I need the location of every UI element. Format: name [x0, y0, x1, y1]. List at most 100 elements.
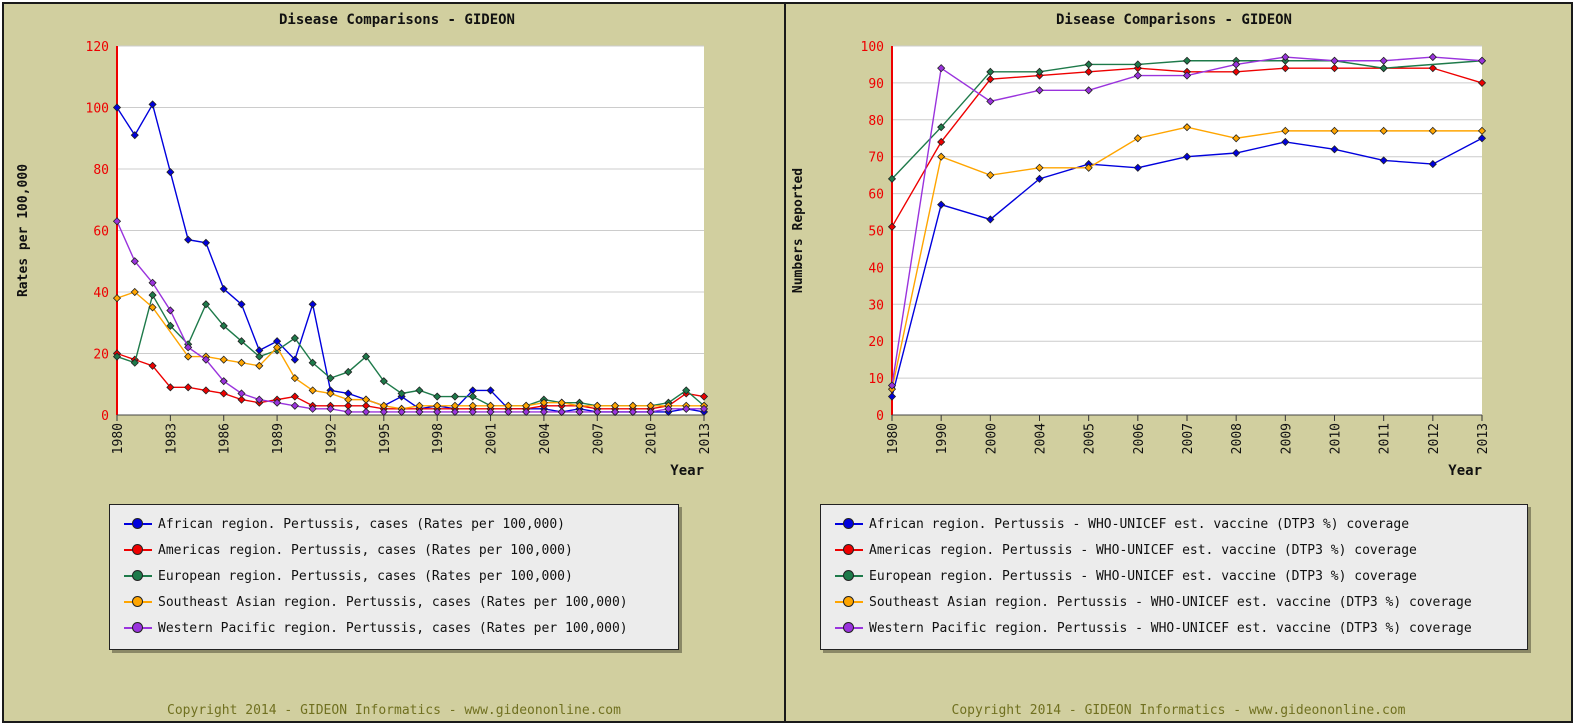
- data-point: [201, 300, 211, 309]
- y-tick-label: 10: [868, 372, 884, 387]
- data-point: [1428, 53, 1437, 62]
- legend-label: Southeast Asian region. Pertussis, cases…: [158, 594, 628, 610]
- data-point: [273, 343, 282, 352]
- legend-item: European region. Pertussis, cases (Rates…: [110, 563, 678, 589]
- right-chart-legend: African region. Pertussis - WHO-UNICEF e…: [820, 504, 1528, 650]
- y-tick-label: 50: [868, 225, 884, 240]
- data-point: [1379, 64, 1388, 73]
- data-point: [201, 355, 211, 364]
- legend-marker: [124, 517, 152, 531]
- x-tick-label: 2013: [698, 423, 713, 454]
- data-point: [184, 343, 193, 352]
- data-point: [237, 300, 246, 309]
- series-3: [112, 287, 709, 413]
- data-point: [1477, 126, 1487, 135]
- series-line: [891, 60, 1483, 180]
- data-point: [130, 257, 139, 266]
- x-tick-label: 2012: [1427, 423, 1442, 454]
- x-tick-label: 2000: [984, 423, 999, 454]
- data-point: [1035, 163, 1044, 172]
- data-point: [361, 407, 371, 416]
- x-axis-label: Year: [670, 463, 704, 479]
- data-point: [344, 407, 353, 416]
- legend-item: African region. Pertussis, cases (Rates …: [110, 511, 678, 537]
- data-point: [148, 100, 157, 109]
- data-point: [468, 392, 477, 401]
- data-point: [504, 407, 513, 416]
- data-point: [166, 168, 175, 177]
- data-point: [646, 407, 655, 416]
- data-point: [326, 374, 335, 383]
- y-axis-label: Numbers Reported: [791, 168, 806, 293]
- y-tick-label: 100: [86, 102, 109, 117]
- data-point: [1428, 64, 1437, 73]
- data-point: [699, 404, 709, 413]
- data-point: [682, 386, 691, 395]
- data-point: [344, 367, 353, 377]
- left-chart: Disease Comparisons - GIDEON 0 20 40 60 80 100…: [16, 12, 713, 479]
- y-tick-label: 40: [93, 286, 109, 301]
- y-tick-label: 100: [861, 40, 884, 55]
- legend-label: Western Pacific region. Pertussis - WHO-…: [869, 620, 1472, 636]
- legend-label: Americas region. Pertussis - WHO-UNICEF …: [869, 542, 1417, 558]
- data-point: [1133, 134, 1142, 143]
- y-tick-label: 20: [868, 335, 884, 350]
- legend-label: African region. Pertussis - WHO-UNICEF e…: [869, 516, 1410, 532]
- left-copyright: Copyright 2014 - GIDEON Informatics - ww…: [167, 703, 621, 718]
- x-tick-label: 1992: [324, 423, 339, 454]
- data-point: [1379, 156, 1388, 165]
- data-point: [1232, 67, 1241, 76]
- data-point: [201, 238, 211, 247]
- x-tick-label: 2011: [1378, 423, 1393, 454]
- legend-marker: [835, 621, 863, 635]
- x-tick-label: 2006: [1132, 423, 1147, 454]
- data-point: [450, 407, 460, 416]
- data-point: [1330, 64, 1339, 73]
- data-point: [986, 171, 995, 180]
- y-axis-label: Rates per 100,000: [16, 164, 31, 297]
- y-tick-label: 20: [93, 348, 109, 363]
- x-tick-label: 2001: [485, 423, 500, 454]
- legend-label: Americas region. Pertussis, cases (Rates…: [158, 542, 573, 558]
- legend-label: European region. Pertussis, cases (Rates…: [158, 568, 573, 584]
- data-point: [112, 352, 122, 361]
- legend-marker: [124, 595, 152, 609]
- data-point: [308, 300, 317, 309]
- legend-item: Southeast Asian region. Pertussis, cases…: [110, 589, 678, 615]
- data-point: [219, 389, 228, 398]
- data-point: [1330, 56, 1339, 65]
- data-point: [308, 386, 317, 395]
- data-point: [1281, 53, 1290, 62]
- data-point: [397, 389, 406, 398]
- data-point: [237, 358, 246, 367]
- series-4: [887, 53, 1487, 390]
- legend-item: African region. Pertussis - WHO-UNICEF e…: [821, 511, 1527, 537]
- y-tick-label: 0: [101, 409, 109, 424]
- data-point: [361, 352, 371, 361]
- data-point: [255, 352, 264, 361]
- data-point: [887, 222, 897, 231]
- data-point: [887, 174, 897, 183]
- data-point: [379, 377, 388, 386]
- data-point: [361, 395, 371, 404]
- data-point: [664, 404, 673, 413]
- data-point: [237, 337, 246, 346]
- data-point: [290, 334, 299, 343]
- data-point: [148, 291, 157, 300]
- data-point: [1232, 148, 1241, 158]
- data-point: [237, 395, 246, 404]
- data-point: [1182, 123, 1192, 132]
- x-tick-label: 2005: [1083, 423, 1098, 454]
- y-tick-label: 90: [868, 77, 884, 92]
- data-point: [1379, 126, 1388, 135]
- data-point: [112, 294, 122, 303]
- legend-label: Southeast Asian region. Pertussis - WHO-…: [869, 594, 1472, 610]
- data-point: [112, 103, 122, 112]
- data-point: [887, 381, 897, 390]
- y-tick-label: 80: [868, 114, 884, 129]
- x-tick-label: 2010: [645, 423, 660, 454]
- data-point: [112, 217, 122, 226]
- data-point: [290, 401, 299, 410]
- data-point: [219, 284, 228, 293]
- y-tick-label: 30: [868, 298, 884, 313]
